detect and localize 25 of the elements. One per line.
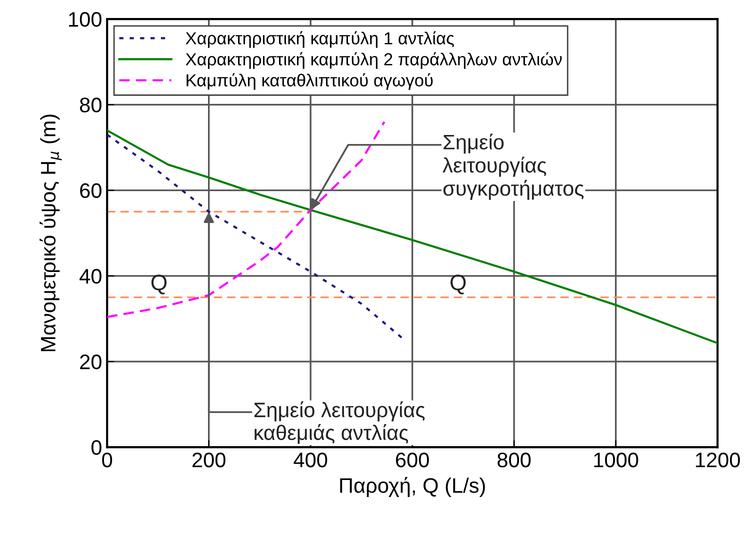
x-axis-title: Παροχή, Q (L/s) [340,477,485,498]
annotation: Q [151,274,167,294]
line-series [107,129,718,344]
annotation: Q [450,274,466,294]
x-tick-label: 400 [294,452,328,468]
y-tick-label: 80 [80,98,102,112]
y-axis-title: Μανομετρικό ύψος H$_{μ}$ (m) [40,114,62,352]
x-tick-label: 600 [396,452,429,468]
x-tick-label: 800 [498,452,531,468]
x-tick-label: 200 [192,452,226,468]
legend-label: Χαρακτηριστική καμπύλη 1 αντλίας [186,31,454,48]
y-tick-label: 60 [80,183,102,198]
annotation: Σημείο λειτουργίας καθεμιάς αντλίας [254,401,425,444]
y-tick-label: 0 [91,440,102,455]
y-tick-label: 40 [80,268,102,284]
annotation: Σημείο λειτουργίας συγκροτήματος [442,134,584,200]
x-tick-label: 0 [102,452,112,468]
y-tick-label: 20 [80,354,102,370]
line-series [107,120,386,318]
legend-label: Καμπύλη καταθλιπτικού αγωγού [186,73,433,90]
line-series [107,134,404,340]
x-tick-label: 1200 [696,452,740,468]
legend-label: Χαρακτηριστική καμπύλη 2 παράλληλων αντλιών [186,52,562,69]
x-tick-label: 1000 [594,452,638,468]
y-tick-label: 100 [69,12,102,27]
